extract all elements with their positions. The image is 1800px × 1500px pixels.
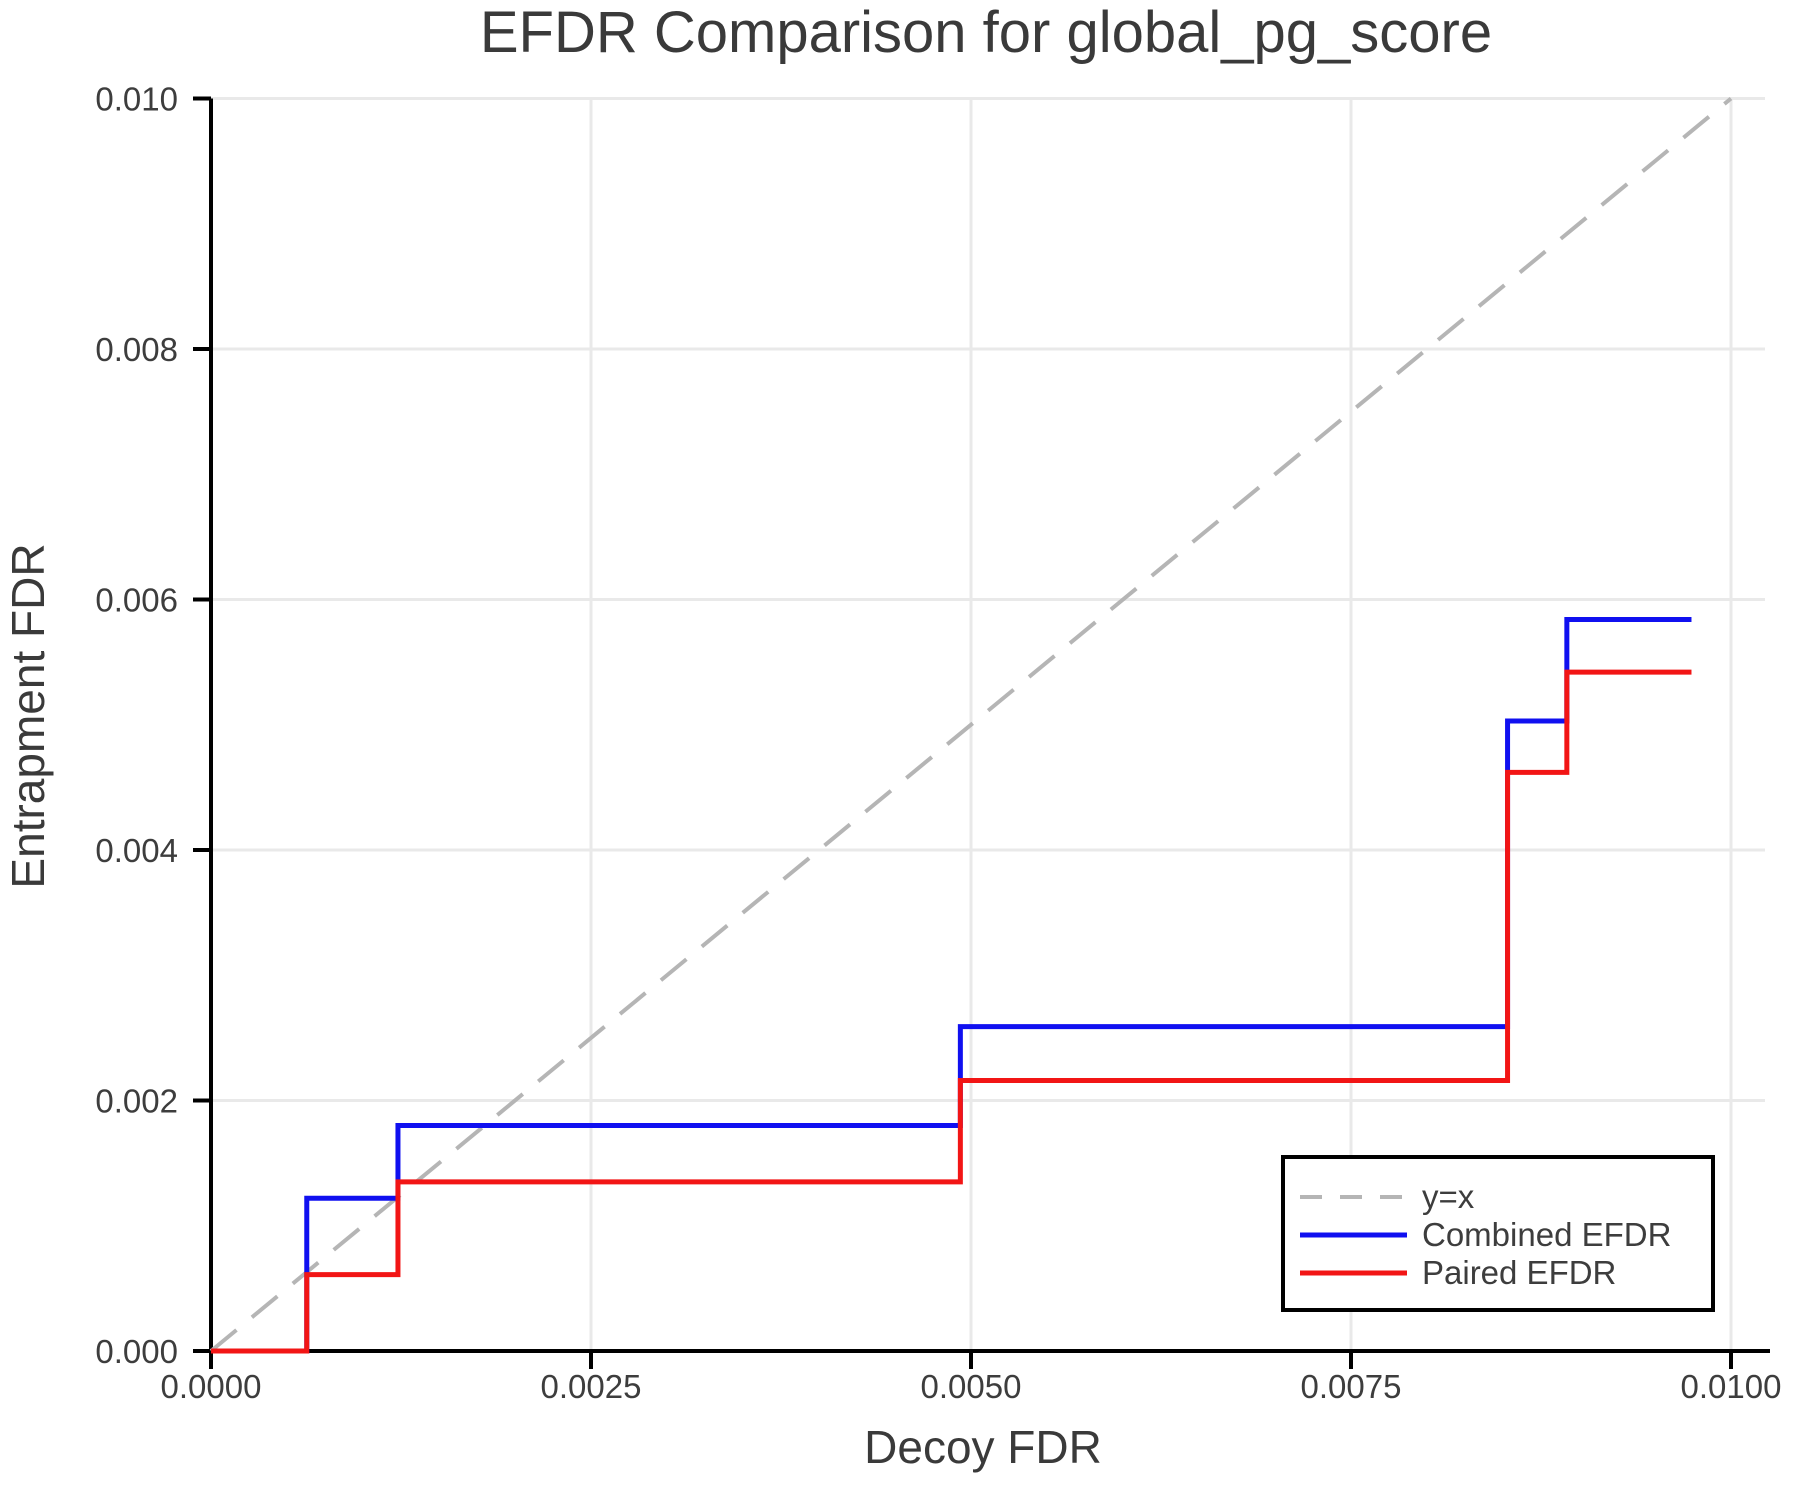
- x-axis-label: Decoy FDR: [864, 1421, 1102, 1473]
- chart-title: EFDR Comparison for global_pg_score: [480, 0, 1492, 65]
- y-axis-label: Entrapment FDR: [2, 543, 54, 888]
- y-tick-label: 0.002: [95, 1083, 178, 1120]
- x-tick-label: 0.0025: [541, 1368, 642, 1405]
- legend-label: y=x: [1422, 1178, 1475, 1215]
- x-tick-label: 0.0075: [1301, 1368, 1402, 1405]
- y-tick-label: 0.010: [95, 81, 178, 118]
- series-lines: [209, 96, 1733, 1354]
- legend-label: Paired EFDR: [1422, 1254, 1616, 1291]
- y-tick-label: 0.008: [95, 331, 178, 368]
- legend-label: Combined EFDR: [1422, 1216, 1671, 1253]
- series-line-paired-efdr: [211, 669, 1692, 1354]
- y-tick-label: 0.006: [95, 582, 178, 619]
- axes: 0.0000 0.0025 0.0050 0.0075 0.0100 0.000 0.002…: [95, 81, 1781, 1406]
- x-tick-label: 0.0050: [921, 1368, 1022, 1405]
- x-tick-label: 0.0000: [161, 1368, 262, 1405]
- y-tick-label: 0.000: [95, 1333, 178, 1370]
- y-tick-label: 0.004: [95, 832, 178, 869]
- x-tick-label: 0.0100: [1681, 1368, 1782, 1405]
- series-line-y-x: [209, 96, 1733, 1353]
